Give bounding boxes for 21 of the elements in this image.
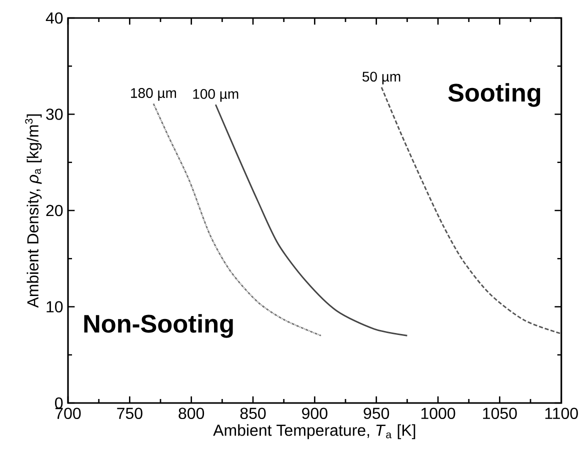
- y-tick-label: 0: [55, 397, 63, 409]
- x-tick-label: 850: [240, 408, 266, 420]
- x-tick-label: 750: [117, 408, 142, 420]
- x-tick-label: 950: [364, 408, 390, 420]
- y-tick-label: 30: [46, 108, 63, 120]
- annotation: Non-Sooting: [84, 314, 233, 338]
- x-tick-label: 1100: [545, 408, 578, 420]
- x-tick-label: 1000: [421, 408, 456, 420]
- x-tick-label: 900: [302, 408, 328, 420]
- x-tick-label: 1050: [483, 408, 517, 420]
- y-tick-label: 40: [46, 12, 63, 24]
- x-tick-label: 700: [55, 408, 81, 420]
- y-tick-label: 20: [46, 204, 63, 216]
- y-axis-title: Ambient Density, ρ$_{a}$ [kg/m$^{3}$]: [25, 114, 42, 308]
- series-label: 100 µm: [193, 89, 238, 102]
- y-tick-label: 10: [46, 301, 63, 312]
- x-axis-title: Ambient Temperature, T$_{a}$ [K]: [213, 424, 416, 440]
- series-label: 50 µm: [362, 72, 400, 84]
- series-label: 180 µm: [131, 88, 176, 101]
- x-tick-label: 800: [178, 408, 204, 420]
- annotation: Sooting: [448, 83, 540, 107]
